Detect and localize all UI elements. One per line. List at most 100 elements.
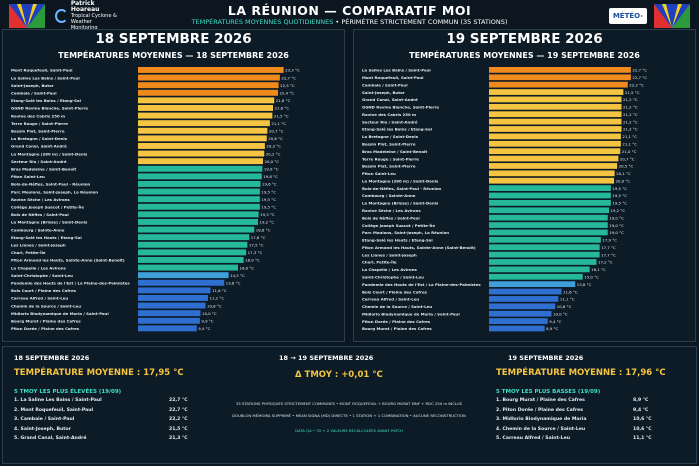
station-label: Piton Dorée / Plaine des Cafres [11,326,80,331]
station-label: Piton Dorée / Plaine des Cafres [362,319,431,324]
bar [138,295,208,301]
bar-value-label: 19,3 °C [260,212,275,217]
station-label: Bassin Plat, Saint-Pierre [362,141,416,146]
bar-value-label: 19,6 °C [262,182,277,187]
bar [489,244,600,251]
bar [138,234,250,241]
bar-value-label: 11,6 °C [212,288,227,293]
station-label: Ravine Sèche / Les Avirons [362,208,421,213]
bar-value-label: 11,2 °C [210,296,225,301]
chart-date-title: 19 SEPTEMBRE 2026 [446,31,603,47]
bar [489,96,622,103]
bar-value-label: 9,9 °C [201,319,213,324]
bar [138,173,262,180]
bar [489,81,628,88]
bar-value-label: 19,0 °C [609,215,624,220]
station-label: Parc Moulons, Saint-Joseph, La Réunion [362,230,449,235]
bar-value-label: 19,2 °C [611,208,626,213]
bar [489,273,583,280]
bar [138,188,260,195]
bar-value-label: 20,0 °C [265,159,280,164]
station-label: Pandemie des Hauts de l'Est / La Plaine-… [11,281,130,286]
bar-value-label: 22,7 °C [632,75,647,80]
station-label: Ravine des Cabris 250 m [362,112,416,117]
bar [489,214,608,221]
meteo-di-logo: MÉTÉO-DI [609,8,647,36]
station-label: Ravine Sèche / Les Avirons [11,197,70,202]
list-item-value: 21,3 °C [169,436,188,442]
bar-value-label: 23,3 °C [285,68,300,73]
bar [138,127,268,134]
bar-value-label: 9,4 °C [198,326,210,331]
station-label: Carreau Alfred / Saint-Leu [11,296,68,301]
station-label: GGND Ravine Blanche, Saint-Pierre [11,106,88,111]
station-label: Chemin de la Source / Saint-Leu [11,303,81,308]
bar-value-label: 20,0 °C [616,178,631,183]
station-label: Bras Madeleine / Saint-Benoît [362,149,427,154]
list-item-value: 10,6 °C [633,426,652,432]
bar [489,310,552,317]
bar-value-label: 21,6 °C [275,106,290,111]
station-label: Secteur Rio / Saint-André [362,119,418,124]
bar-value-label: 10,0 °C [553,311,568,316]
chart-title: TEMPÉRATURES MOYENNES — 18 SEPTEMBRE 202… [58,51,289,60]
list-item-value: 9,4 °C [633,407,649,413]
bar [489,155,619,162]
bar [138,67,284,73]
bar [489,126,622,132]
bar [138,203,260,210]
bar [138,257,244,263]
station-label: Grand Canal, Saint-André [11,144,67,149]
reunion-flag-icon [9,4,45,28]
note-line-1: 35 STATIONS PHYSIQUES STRICTEMENT COMMUN… [235,401,463,406]
station-label: Pandemie des Hauts de l'Est / La Plaine-… [362,282,481,287]
bar [489,177,614,184]
list-item-name: 1. La Saline Les Bains / Saint-Paul [14,398,102,403]
bar-value-label: 21,2 °C [623,105,638,110]
patrick-hoareau-logo: Patrick Hoareau Tropical Cyclone & Weath… [55,1,119,31]
station-label: Bassin Plat, Saint-Pierre [362,164,416,169]
station-label: Bassin Plat, Saint-Pierre [11,129,65,134]
station-label: Bourg Murat / Plaine des Cafres [11,319,81,324]
station-label: Charl, Petite-Île [11,250,46,255]
bar-value-label: 20,5 °C [619,164,634,169]
station-label: Parc Moulons, Saint-Joseph, La Réunion [11,189,98,194]
bar-value-label: 19,5 °C [612,186,627,191]
delta-temperature: Δ TMOY : +0,01 °C [295,370,383,380]
bar-value-label: 19,9 °C [264,167,279,172]
chart-panel-right: 19 SEPTEMBRE 2026 TEMPÉRATURES MOYENNES … [353,29,696,342]
bar-value-label: 21,5 °C [274,113,289,118]
bar [138,89,278,96]
left-list-title: 5 TMOY LES PLUS ÉLEVÉES (19/09) [14,389,122,395]
station-label: Etang-Salé les Hauts / Etang-Sal [11,235,82,240]
bar [489,259,597,265]
right-mean-temperature: TEMPÉRATURE MOYENNE : 17,96 °C [496,368,666,378]
station-label: Midlorio Biodynamique de Maria / Saint-P… [362,311,460,316]
bar-chart-left: Mont Roquefeuil, Saint-Paul 23,3 °C La Sal… [11,67,300,332]
bar-value-label: 21,2 °C [623,119,638,124]
left-date: 18 SEPTEMBRE 2026 [14,354,90,362]
bar [489,148,621,155]
bar-value-label: 17,9 °C [602,238,617,243]
station-label: Piton Saint-Leu [362,171,396,176]
bar-value-label: 20,7 °C [620,156,635,161]
bar-value-label: 20,6 °C [268,136,283,141]
station-label: Terre Rouge / Saint-Pierre [11,121,68,126]
list-item-value: 11,1 °C [633,436,652,442]
bar [489,89,624,95]
bar-value-label: 9,4 °C [549,319,561,324]
bar-value-label: 15,0 °C [584,274,599,279]
bar-value-label: 11,1 °C [560,297,575,302]
bar-value-label: 18,6 °C [256,227,271,232]
station-label: Bois Court / Plaine des Cafres [11,288,77,293]
station-label: Bois-de-Nèfles, Saint-Paul - Réunion [11,182,90,187]
list-item-value: 22,7 °C [169,398,188,403]
bar-value-label: 8,9 °C [546,326,558,331]
station-label: Chemin de la Source / Saint-Leu [362,304,432,309]
right-date: 19 SEPTEMBRE 2026 [508,354,584,362]
bar [489,288,562,295]
list-item-value: 10,6 °C [633,417,652,423]
bar [138,150,265,157]
list-item-name: 4. Chemin de la Source / Saint-Leu [496,426,586,432]
subtitle-cyan: TEMPÉRATURES MOYENNES QUOTIDIENNES [191,18,334,26]
